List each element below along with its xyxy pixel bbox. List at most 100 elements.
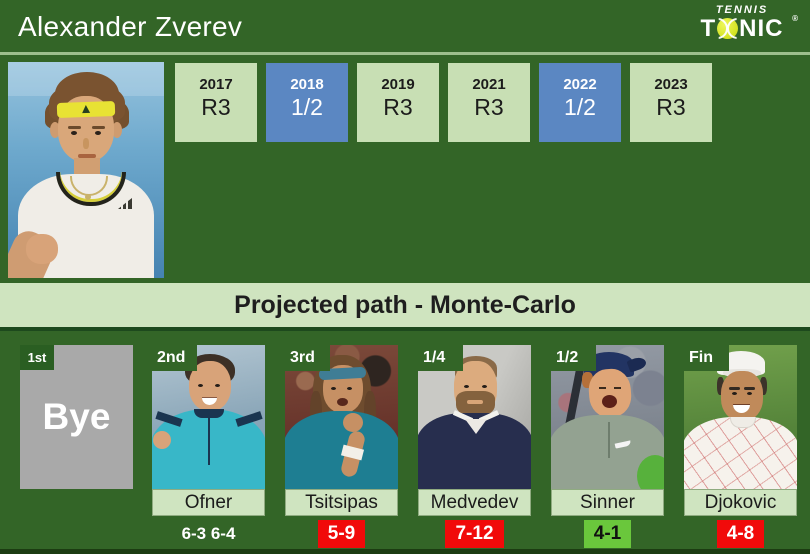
eye xyxy=(464,385,469,388)
year-label: 2022 xyxy=(563,76,597,93)
year-label: 2019 xyxy=(381,76,415,93)
h2h-record: 4-8 xyxy=(716,520,765,548)
zipper xyxy=(608,422,610,458)
nose xyxy=(83,138,89,149)
eye xyxy=(331,387,336,390)
eye xyxy=(482,385,487,388)
eye xyxy=(347,387,352,390)
year-label: 2023 xyxy=(654,76,688,93)
eye xyxy=(215,384,220,387)
mouth xyxy=(337,398,348,406)
page-title: Alexander Zverev xyxy=(18,11,243,42)
headband xyxy=(56,100,116,119)
h2h-record: 6-3 6-4 xyxy=(181,524,236,543)
hair xyxy=(582,372,593,388)
year-box-2023: 2023 R3 xyxy=(630,63,712,142)
registered-mark: ® xyxy=(792,14,798,23)
player-photo-djokovic xyxy=(684,345,797,489)
year-result: 1/2 xyxy=(291,94,323,120)
header-divider xyxy=(0,52,810,55)
mouth xyxy=(78,154,96,158)
ear xyxy=(50,122,60,138)
opponent-card-medvedev: 1/4 Medvedev 7-12 xyxy=(418,345,531,550)
adidas-logo-icon xyxy=(118,198,132,209)
eyebrow xyxy=(92,126,105,129)
round-label-quarterfinal: 1/4 xyxy=(418,345,463,371)
opponent-card-tsitsipas: 3rd Tsitsipas 5-9 xyxy=(285,345,398,550)
year-result: R3 xyxy=(656,94,686,120)
year-label: 2021 xyxy=(472,76,506,93)
section-band: Projected path - Monte-Carlo xyxy=(0,283,810,331)
fist xyxy=(26,234,58,264)
eye xyxy=(71,131,77,135)
player-photo-sinner xyxy=(551,345,664,489)
year-result: 1/2 xyxy=(564,94,596,120)
fist xyxy=(343,413,363,432)
logo-letter-t: T xyxy=(700,15,717,42)
shirt-pattern xyxy=(684,417,797,489)
opponent-card-ofner: 2nd Ofner 6-3 6-4 xyxy=(152,345,265,550)
opponent-card-sinner: 1/2 Sinner 4-1 xyxy=(551,345,664,550)
year-result: R3 xyxy=(383,94,413,120)
hair xyxy=(760,377,767,395)
round-label-2nd: 2nd xyxy=(152,345,197,371)
year-label: 2018 xyxy=(290,76,324,93)
mouth xyxy=(733,404,750,413)
year-box-2021: 2021 R3 xyxy=(448,63,530,142)
opponent-name: Ofner xyxy=(152,489,265,516)
logo-brand-main: T NIC xyxy=(686,16,798,41)
bye-card: 1st Bye xyxy=(20,345,133,489)
round-label-semifinal: 1/2 xyxy=(551,345,596,371)
eyebrow xyxy=(729,387,740,390)
fist xyxy=(153,431,171,449)
eye xyxy=(198,384,203,387)
year-result: R3 xyxy=(474,94,504,120)
mouth xyxy=(602,395,617,408)
opponent-name: Sinner xyxy=(551,489,664,516)
opponent-card-djokovic: Fin Djokovic 4-8 xyxy=(684,345,797,550)
year-box-2018: 2018 1/2 xyxy=(266,63,348,142)
tennis-ball-icon xyxy=(717,18,739,39)
zipper xyxy=(208,417,210,465)
round-label-3rd: 3rd xyxy=(285,345,330,371)
collar xyxy=(194,409,224,418)
eye xyxy=(732,392,737,395)
player-photo-tsitsipas xyxy=(285,345,398,489)
opponent-name: Djokovic xyxy=(684,489,797,516)
year-box-2019: 2019 R3 xyxy=(357,63,439,142)
face xyxy=(721,371,763,421)
hair xyxy=(717,377,724,395)
round-label-1st: 1st xyxy=(20,345,54,370)
eye xyxy=(747,392,752,395)
year-history: 2017 R3 2018 1/2 2019 R3 2021 R3 2022 1/… xyxy=(175,63,712,142)
eye xyxy=(614,387,621,389)
opponent-name: Tsitsipas xyxy=(285,489,398,516)
eye xyxy=(599,387,606,389)
footer-divider xyxy=(0,549,810,554)
h2h-record: 4-1 xyxy=(583,520,632,548)
logo-letters-nic: NIC xyxy=(739,15,784,42)
round-label-final: Fin xyxy=(684,345,729,371)
eyebrow xyxy=(744,387,755,390)
player-photo-zverev xyxy=(8,62,164,278)
mouth xyxy=(467,400,483,404)
year-result: R3 xyxy=(201,94,231,120)
eyebrow xyxy=(68,126,81,129)
year-box-2017: 2017 R3 xyxy=(175,63,257,142)
ear xyxy=(112,122,122,138)
h2h-record: 5-9 xyxy=(317,520,366,548)
h2h-record: 7-12 xyxy=(445,520,504,548)
year-box-2022: 2022 1/2 xyxy=(539,63,621,142)
section-title: Projected path - Monte-Carlo xyxy=(234,290,576,319)
bye-label: Bye xyxy=(42,396,111,437)
year-label: 2017 xyxy=(199,76,233,93)
logo-brand-top: TENNIS xyxy=(715,4,769,16)
eye xyxy=(95,131,101,135)
player-photo-ofner xyxy=(152,345,265,489)
mouth xyxy=(202,397,217,405)
pendant xyxy=(85,194,91,200)
face xyxy=(587,367,633,419)
tennis-tonic-logo: TENNIS T NIC ® xyxy=(686,4,798,41)
opponent-name: Medvedev xyxy=(418,489,531,516)
